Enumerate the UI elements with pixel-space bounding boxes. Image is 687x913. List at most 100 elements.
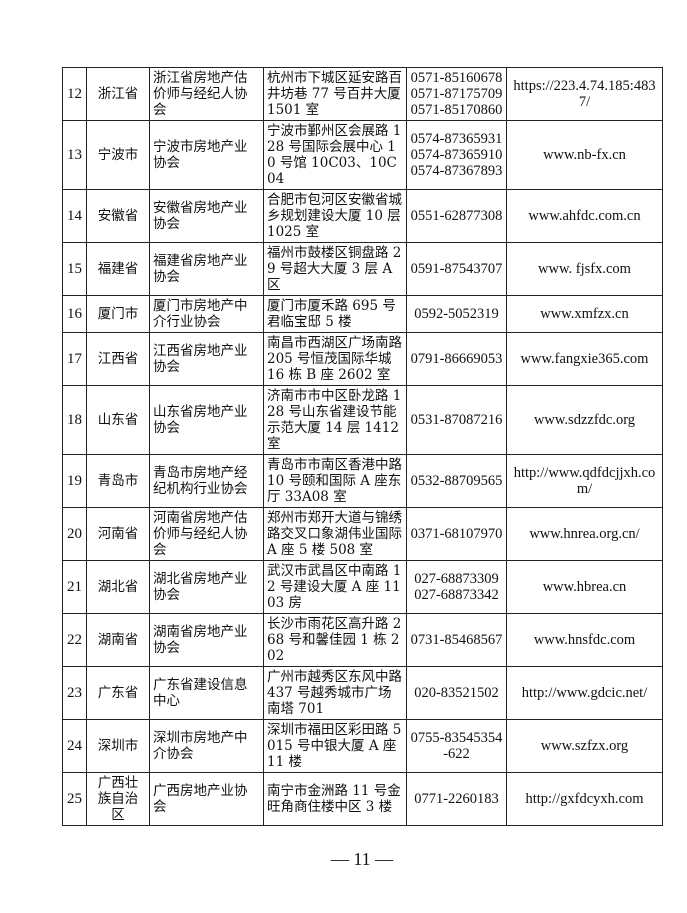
table-row: 22 湖南省 湖南省房地产业协会 长沙市雨花区高升路 268 号和馨佳园 1 栋 20… <box>62 613 663 667</box>
province-cell: 宁波市 <box>86 120 150 190</box>
row-number: 20 <box>62 507 87 561</box>
address-cell: 长沙市雨花区高升路 268 号和馨佳园 1 栋 202 <box>263 613 407 667</box>
table-row: 17 江西省 江西省房地产业协会 南昌市西湖区广场南路 205 号恒茂国际华城 16 … <box>62 332 663 386</box>
website-link[interactable]: http://gxfdcyxh.com <box>525 791 644 807</box>
phone-cell: 0791-86669053 <box>406 332 507 386</box>
website-link[interactable]: www.sdzzfdc.org <box>533 412 636 428</box>
website-link[interactable]: www.hnrea.org.cn/ <box>529 526 640 542</box>
website-link[interactable]: www.hnsfdc.com <box>533 632 636 648</box>
website-link[interactable]: www.xmfzx.cn <box>540 306 629 322</box>
organization-cell: 河南省房地产估价师与经纪人协会 <box>149 507 264 561</box>
province-cell: 青岛市 <box>86 454 150 508</box>
table-row: 18 山东省 山东省房地产业协会 济南市市中区卧龙路 128 号山东省建设节能示范大厦… <box>62 385 663 455</box>
address-cell: 南宁市金洲路 11 号金旺角商住楼中区 3 楼 <box>263 772 407 826</box>
phone-number: 0531-87087216 <box>410 412 503 428</box>
organization-cell: 深圳市房地产中介协会 <box>149 719 264 773</box>
phone-cell: 0371-68107970 <box>406 507 507 561</box>
phone-cell: 020-83521502 <box>406 666 507 720</box>
website-link[interactable]: www.ahfdc.com.cn <box>528 208 641 224</box>
page-sheet: 12 浙江省 浙江省房地产估价师与经纪人协会 杭州市下城区延安路百井坊巷 77 号百井… <box>62 67 663 869</box>
website-cell: www. fjsfx.com <box>506 242 663 296</box>
row-number: 25 <box>62 772 87 826</box>
organization-cell: 广西房地产业协会 <box>149 772 264 826</box>
table-row: 16 厦门市 厦门市房地产中介行业协会 厦门市厦禾路 695 号君临宝邸 5 楼 059… <box>62 295 663 333</box>
province-cell: 湖北省 <box>86 560 150 614</box>
phone-number: 0574-87365931 <box>410 131 503 147</box>
organization-cell: 青岛市房地产经纪机构行业协会 <box>149 454 264 508</box>
table-row: 24 深圳市 深圳市房地产中介协会 深圳市福田区彩田路 5015 号中银大厦 A 座 … <box>62 719 663 773</box>
address-cell: 厦门市厦禾路 695 号君临宝邸 5 楼 <box>263 295 407 333</box>
organization-cell: 山东省房地产业协会 <box>149 385 264 455</box>
province-cell: 山东省 <box>86 385 150 455</box>
province-cell: 广西壮族自治区 <box>86 772 150 826</box>
website-link[interactable]: www.hbrea.cn <box>542 579 627 595</box>
phone-cell: 0731-85468567 <box>406 613 507 667</box>
province-cell: 江西省 <box>86 332 150 386</box>
website-cell: www.ahfdc.com.cn <box>506 189 663 243</box>
organization-cell: 福建省房地产业协会 <box>149 242 264 296</box>
table-row: 23 广东省 广东省建设信息中心 广州市越秀区东风中路 437 号越秀城市广场南塔 7… <box>62 666 663 720</box>
address-cell: 合肥市包河区安徽省城乡规划建设大厦 10 层 1025 室 <box>263 189 407 243</box>
row-number: 15 <box>62 242 87 296</box>
phone-number: 020-83521502 <box>414 685 499 701</box>
website-link[interactable]: https://223.4.74.185:4837/ <box>513 78 656 110</box>
row-number: 12 <box>62 67 87 121</box>
phone-number: 0574-87367893 <box>410 163 503 179</box>
province-cell: 浙江省 <box>86 67 150 121</box>
website-cell: www.szfzx.org <box>506 719 663 773</box>
organization-cell: 宁波市房地产业协会 <box>149 120 264 190</box>
phone-number: 0755-83545354-622 <box>410 730 503 762</box>
organization-cell: 浙江省房地产估价师与经纪人协会 <box>149 67 264 121</box>
table-row: 25 广西壮族自治区 广西房地产业协会 南宁市金洲路 11 号金旺角商住楼中区 3 楼… <box>62 772 663 826</box>
website-cell: www.sdzzfdc.org <box>506 385 663 455</box>
organization-cell: 江西省房地产业协会 <box>149 332 264 386</box>
address-cell: 宁波市鄞州区会展路 128 号国际会展中心 10 号馆 10C03、10C04 <box>263 120 407 190</box>
website-cell: https://223.4.74.185:4837/ <box>506 67 663 121</box>
phone-number: 0771-2260183 <box>414 791 499 807</box>
organization-cell: 厦门市房地产中介行业协会 <box>149 295 264 333</box>
phone-cell: 0551-62877308 <box>406 189 507 243</box>
phone-number: 0551-62877308 <box>410 208 503 224</box>
phone-number: 0571-85170860 <box>410 102 503 118</box>
website-cell: www.hbrea.cn <box>506 560 663 614</box>
province-cell: 河南省 <box>86 507 150 561</box>
page-number: — 11 — <box>330 849 394 869</box>
phone-number: 0571-87175709 <box>410 86 503 102</box>
phone-number: 0591-87543707 <box>410 261 503 277</box>
phone-number: 0371-68107970 <box>410 526 503 542</box>
phone-cell: 0571-85160678 0571-87175709 0571-85170860 <box>406 67 507 121</box>
website-link[interactable]: http://www.gdcic.net/ <box>521 685 648 701</box>
province-cell: 安徽省 <box>86 189 150 243</box>
phone-number: 0791-86669053 <box>410 351 503 367</box>
row-number: 17 <box>62 332 87 386</box>
website-link[interactable]: http://www.qdfdcjjxh.com/ <box>513 465 656 497</box>
organization-cell: 安徽省房地产业协会 <box>149 189 264 243</box>
table-row: 15 福建省 福建省房地产业协会 福州市鼓楼区铜盘路 29 号超大大厦 3 层 A 区… <box>62 242 663 296</box>
row-number: 23 <box>62 666 87 720</box>
address-cell: 郑州市郑开大道与锦绣路交叉口象湖伟业国际 A 座 5 楼 508 室 <box>263 507 407 561</box>
row-number: 24 <box>62 719 87 773</box>
table-row: 13 宁波市 宁波市房地产业协会 宁波市鄞州区会展路 128 号国际会展中心 10 号… <box>62 120 663 190</box>
table-row: 19 青岛市 青岛市房地产经纪机构行业协会 青岛市市南区香港中路 10 号颐和国际 A… <box>62 454 663 508</box>
phone-number: 0532-88709565 <box>410 473 503 489</box>
organization-cell: 湖北省房地产业协会 <box>149 560 264 614</box>
phone-number: 027-68873309 <box>414 571 499 587</box>
phone-cell: 0532-88709565 <box>406 454 507 508</box>
address-cell: 南昌市西湖区广场南路 205 号恒茂国际华城 16 栋 B 座 2602 室 <box>263 332 407 386</box>
phone-cell: 0574-87365931 0574-87365910 0574-87367893 <box>406 120 507 190</box>
table-row: 14 安徽省 安徽省房地产业协会 合肥市包河区安徽省城乡规划建设大厦 10 层 102… <box>62 189 663 243</box>
website-link[interactable]: www.fangxie365.com <box>520 351 649 367</box>
website-link[interactable]: www.szfzx.org <box>540 738 629 754</box>
phone-number: 0731-85468567 <box>410 632 503 648</box>
table-row: 21 湖北省 湖北省房地产业协会 武汉市武昌区中南路 12 号建设大厦 A 座 110… <box>62 560 663 614</box>
website-link[interactable]: www. fjsfx.com <box>538 261 631 277</box>
phone-cell: 0531-87087216 <box>406 385 507 455</box>
phone-cell: 0771-2260183 <box>406 772 507 826</box>
row-number: 21 <box>62 560 87 614</box>
phone-cell: 027-68873309 027-68873342 <box>406 560 507 614</box>
table-row: 20 河南省 河南省房地产估价师与经纪人协会 郑州市郑开大道与锦绣路交叉口象湖伟业国际… <box>62 507 663 561</box>
phone-number: 0571-85160678 <box>410 70 503 86</box>
address-cell: 青岛市市南区香港中路 10 号颐和国际 A 座东厅 33A08 室 <box>263 454 407 508</box>
phone-number: 0592-5052319 <box>414 306 499 322</box>
website-link[interactable]: www.nb-fx.cn <box>543 147 626 163</box>
